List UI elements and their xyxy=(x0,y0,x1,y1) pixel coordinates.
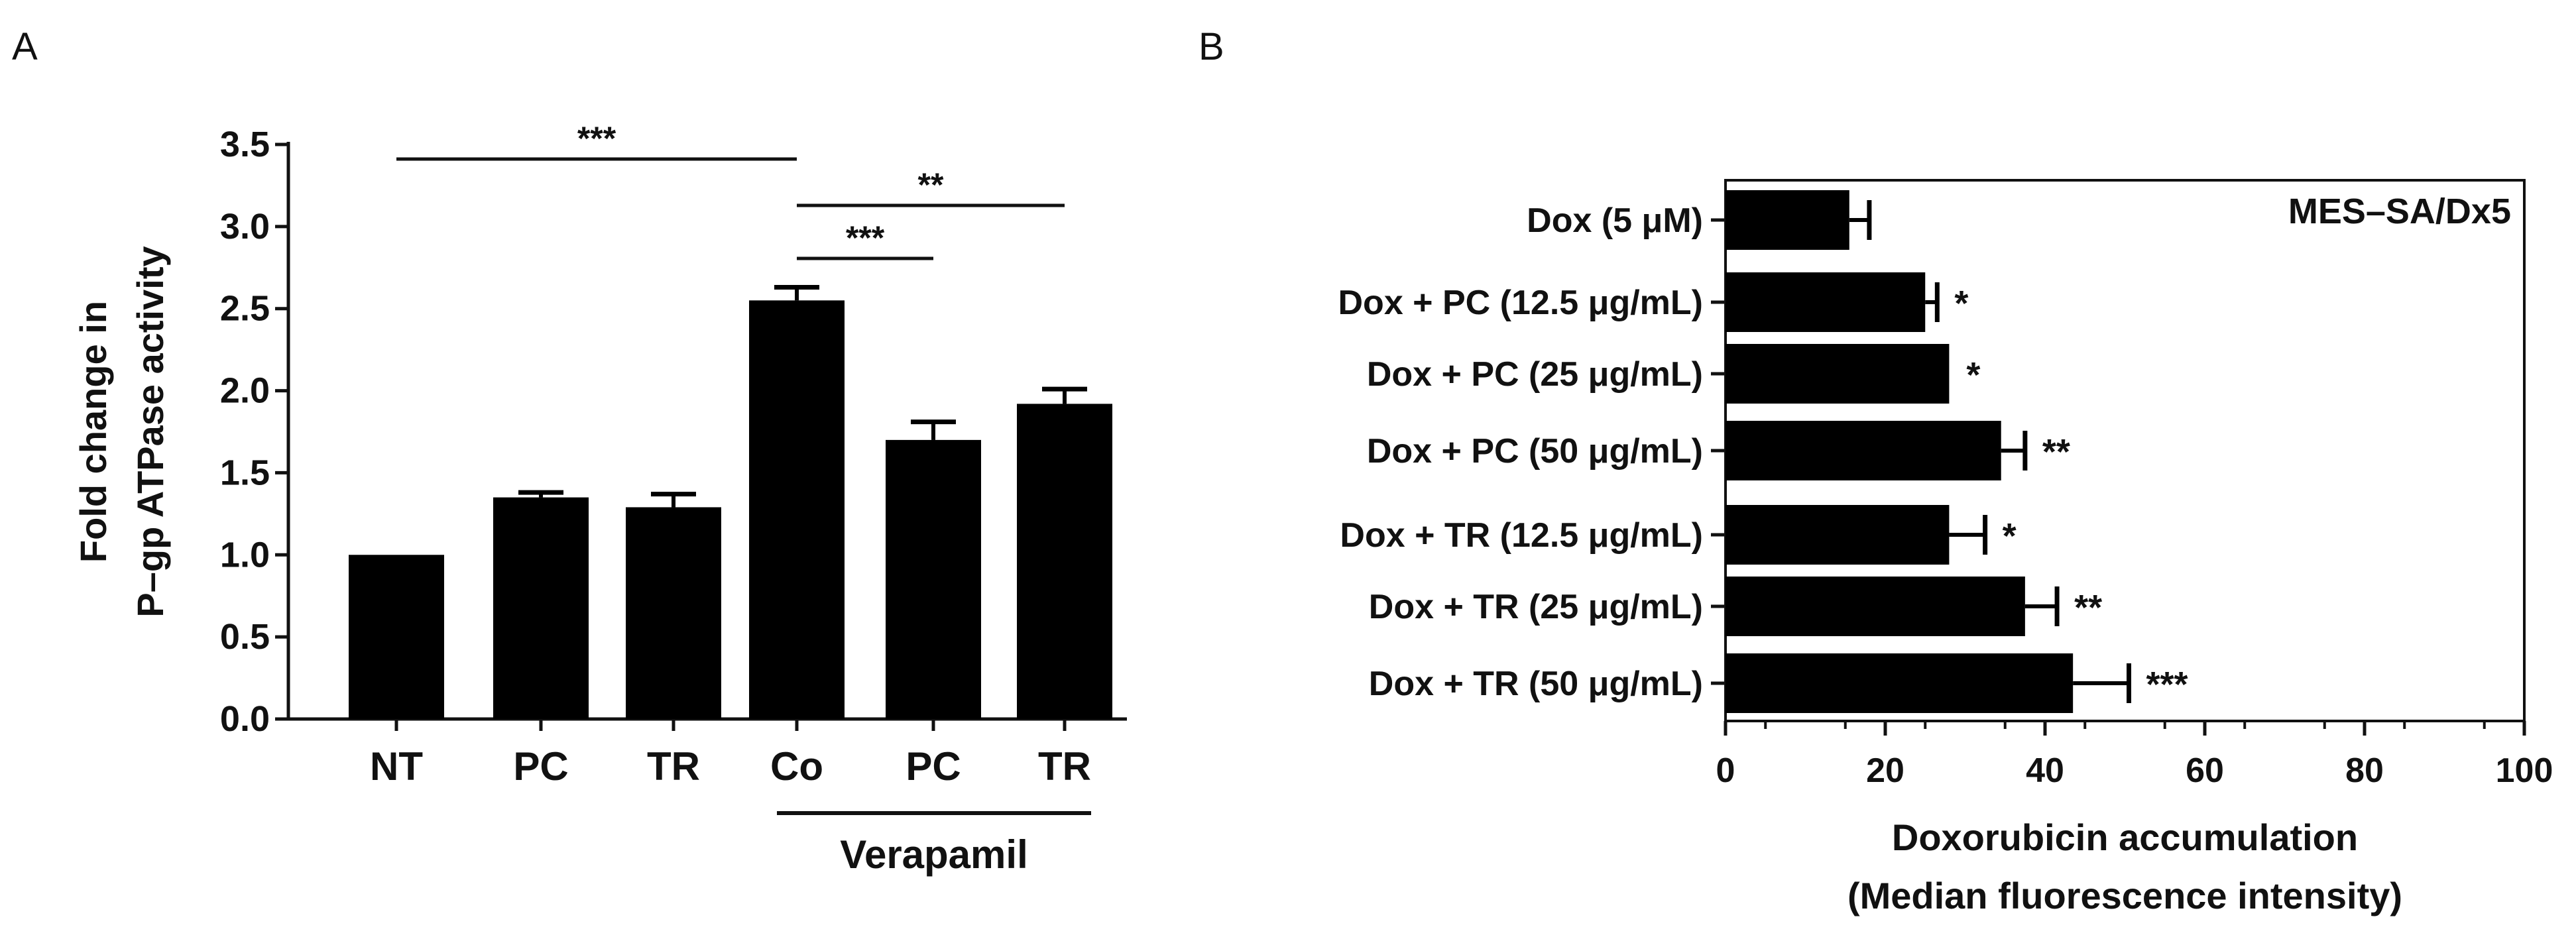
bar xyxy=(1017,404,1112,719)
bar xyxy=(1726,190,1849,250)
y-tick-label: 1.5 xyxy=(220,453,270,492)
x-category-label: PC xyxy=(513,744,568,789)
y-category-label: Dox + TR (25 μg/mL) xyxy=(1369,588,1703,626)
y-category-label: Dox + TR (12.5 μg/mL) xyxy=(1340,516,1703,555)
cell-line-annotation: MES–SA/Dx5 xyxy=(2288,192,2511,231)
bar xyxy=(749,300,845,719)
y-tick-label: 0.5 xyxy=(220,617,270,657)
bar xyxy=(1726,421,2001,480)
x-category-label: TR xyxy=(647,744,700,789)
x-tick-label: 80 xyxy=(2345,751,2384,790)
y-category-label: Dox + PC (12.5 μg/mL) xyxy=(1338,284,1704,322)
significance-label: * xyxy=(1966,355,1980,395)
significance-label: *** xyxy=(2146,665,2188,704)
significance-label: * xyxy=(2003,516,2017,556)
significance-label: *** xyxy=(846,219,885,256)
y-category-label: Dox + TR (50 μg/mL) xyxy=(1369,665,1703,703)
y-axis-label-line: Fold change in xyxy=(72,301,114,563)
panel-a-bar-chart: 0.00.51.01.52.02.53.03.5NT PC TR Co PC TRVera… xyxy=(72,120,1127,877)
x-tick-label: 20 xyxy=(1866,751,1904,790)
x-axis-label-line: (Median fluorescence intensity) xyxy=(1847,875,2402,916)
x-tick-label: 0 xyxy=(1716,751,1735,790)
significance-label: ** xyxy=(918,166,944,203)
y-tick-label: 2.0 xyxy=(220,371,270,411)
bar xyxy=(493,497,589,719)
x-tick-label: 40 xyxy=(2026,751,2064,790)
bar xyxy=(626,507,721,719)
significance-label: *** xyxy=(577,120,616,157)
y-category-label: Dox (5 μM) xyxy=(1527,201,1703,240)
panel-b-bar-chart: Dox (5 μM) * Dox + PC (12.5 μg/mL) * Dox + P… xyxy=(1338,179,2553,916)
bar xyxy=(349,555,444,719)
panel-label-b: B xyxy=(1199,25,1224,68)
x-category-label: TR xyxy=(1038,744,1091,789)
x-tick-label: 100 xyxy=(2496,751,2553,790)
x-axis-label-line: Doxorubicin accumulation xyxy=(1892,816,2358,858)
x-axis-label: Doxorubicin accumulation (Median fluoresc… xyxy=(1847,816,2402,916)
y-tick-label: 2.5 xyxy=(220,289,270,329)
bar xyxy=(1726,577,2025,636)
y-tick-label: 0.0 xyxy=(220,699,270,739)
y-category-label: Dox + PC (50 μg/mL) xyxy=(1367,432,1703,470)
group-label: Verapamil xyxy=(840,832,1028,877)
y-tick-label: 1.0 xyxy=(220,535,270,575)
bar xyxy=(1726,272,1926,332)
bar xyxy=(1726,653,2074,713)
significance-label: * xyxy=(1954,284,1968,323)
significance-label: ** xyxy=(2074,588,2102,628)
y-category-label: Dox + PC (25 μg/mL) xyxy=(1367,355,1703,394)
bar xyxy=(886,439,981,719)
y-axis-label: Fold change in P–gp ATPase activity xyxy=(72,246,171,617)
x-category-label: PC xyxy=(906,744,961,789)
panel-label-a: A xyxy=(12,25,38,68)
y-axis-label-line: P–gp ATPase activity xyxy=(129,246,171,617)
x-category-label: NT xyxy=(370,744,423,789)
significance-label: ** xyxy=(2042,432,2070,472)
x-tick-label: 60 xyxy=(2186,751,2224,790)
x-category-label: Co xyxy=(770,744,823,789)
y-tick-label: 3.0 xyxy=(220,207,270,247)
bar xyxy=(1726,344,1950,404)
y-tick-label: 3.5 xyxy=(220,125,270,164)
bar xyxy=(1726,505,1950,565)
